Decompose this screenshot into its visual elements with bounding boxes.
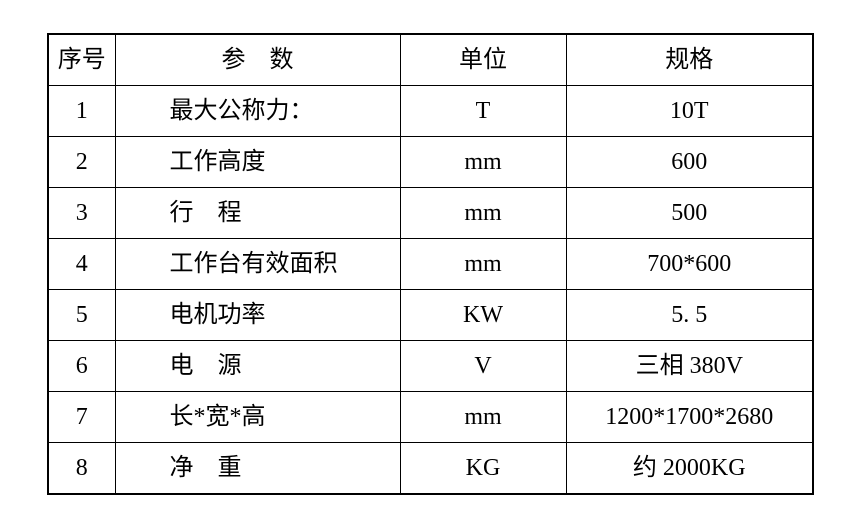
header-cell-param: 参 数 xyxy=(114,33,401,86)
row-index-cell: 6 xyxy=(47,340,116,392)
header-cell-no: 序号 xyxy=(47,33,116,86)
unit-cell: KW xyxy=(399,289,567,341)
table-row: 7 长*宽*高 mm 1200*1700*2680 xyxy=(47,391,814,443)
spec-value-cell: 5. 5 xyxy=(565,289,814,341)
param-name-cell: 电 源 xyxy=(114,340,401,392)
table-row: 2 工作高度 mm 600 xyxy=(47,136,814,188)
spec-table-header: 序号 参 数 单位 规格 xyxy=(47,33,814,86)
spec-value-cell: 10T xyxy=(565,85,814,137)
param-name-cell: 行 程 xyxy=(114,187,401,239)
row-index-cell: 3 xyxy=(47,187,116,239)
spec-value-cell: 600 xyxy=(565,136,814,188)
spec-value-cell: 1200*1700*2680 xyxy=(565,391,814,443)
unit-cell: mm xyxy=(399,238,567,290)
row-index-cell: 7 xyxy=(47,391,116,443)
spec-value-cell: 三相 380V xyxy=(565,340,814,392)
param-name-cell: 电机功率 xyxy=(114,289,401,341)
table-row: 5 电机功率 KW 5. 5 xyxy=(47,289,814,341)
spec-value-cell: 700*600 xyxy=(565,238,814,290)
unit-cell: mm xyxy=(399,391,567,443)
row-index-cell: 2 xyxy=(47,136,116,188)
row-index-cell: 8 xyxy=(47,442,116,495)
spec-value-cell: 500 xyxy=(565,187,814,239)
spec-table: 序号 参 数 单位 规格 1 最大公称力： T 10T 2 工作高度 mm 600 3 行 程 mm… xyxy=(47,33,814,495)
unit-cell: T xyxy=(399,85,567,137)
header-cell-unit: 单位 xyxy=(399,33,567,86)
unit-cell: KG xyxy=(399,442,567,495)
spec-value-cell: 约 2000KG xyxy=(565,442,814,495)
header-row: 序号 参 数 单位 规格 xyxy=(47,33,814,86)
param-name-cell: 最大公称力： xyxy=(114,85,401,137)
param-name-cell: 工作高度 xyxy=(114,136,401,188)
row-index-cell: 5 xyxy=(47,289,116,341)
header-cell-spec: 规格 xyxy=(565,33,814,86)
row-index-cell: 4 xyxy=(47,238,116,290)
unit-cell: mm xyxy=(399,187,567,239)
table-row: 4 工作台有效面积 mm 700*600 xyxy=(47,238,814,290)
param-name-cell: 工作台有效面积 xyxy=(114,238,401,290)
spec-table-body: 1 最大公称力： T 10T 2 工作高度 mm 600 3 行 程 mm 500 4 工作台有效面积 mm… xyxy=(47,85,814,495)
table-row: 1 最大公称力： T 10T xyxy=(47,85,814,137)
unit-cell: V xyxy=(399,340,567,392)
row-index-cell: 1 xyxy=(47,85,116,137)
param-name-cell: 净 重 xyxy=(114,442,401,495)
unit-cell: mm xyxy=(399,136,567,188)
param-name-cell: 长*宽*高 xyxy=(114,391,401,443)
